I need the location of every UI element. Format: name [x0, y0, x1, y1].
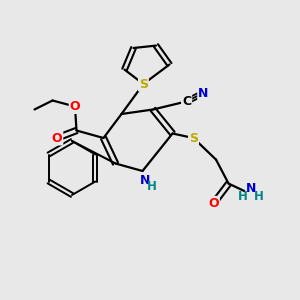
Text: C: C: [182, 95, 191, 108]
Text: H: H: [238, 190, 248, 203]
Text: O: O: [52, 131, 62, 145]
Text: O: O: [70, 100, 80, 113]
Text: H: H: [254, 190, 263, 203]
Text: H: H: [147, 180, 157, 193]
Text: N: N: [246, 182, 256, 195]
Text: S: S: [189, 131, 198, 145]
Text: N: N: [198, 86, 208, 100]
Text: O: O: [208, 197, 219, 210]
Text: N: N: [140, 173, 151, 187]
Text: S: S: [139, 77, 148, 91]
